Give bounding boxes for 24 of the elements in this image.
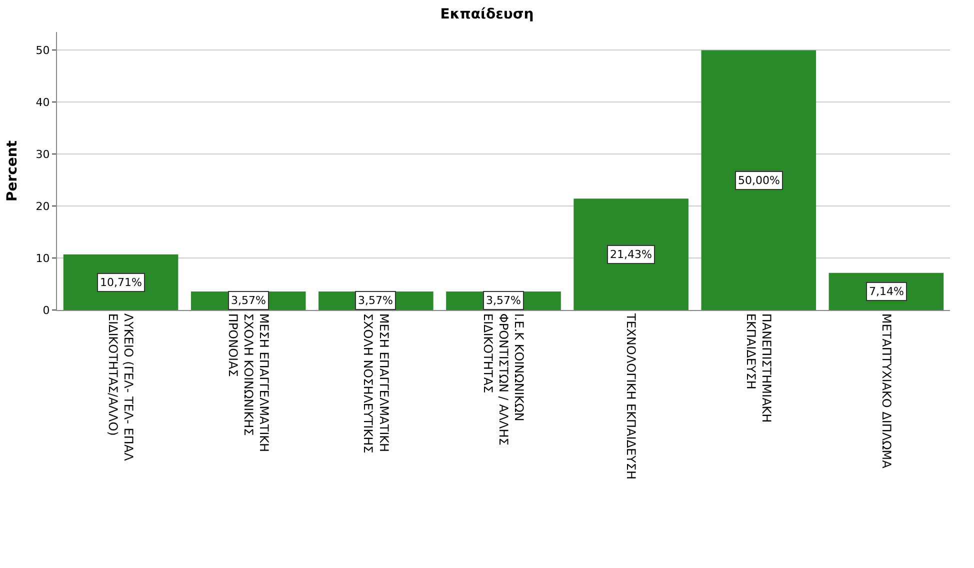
data-label: 3,57% [486,294,521,307]
bar [574,198,688,310]
chart-title: Εκπαίδευση [440,6,534,22]
data-label: 10,71% [100,276,142,289]
y-tick-label: 20 [36,200,50,213]
x-tick-label: ΜΕΣΗ ΕΠΑΓΓΕΛΜΑΤΙΚΗ ΣΧΟΛΗ ΚΟΙΝΩΝΙΚΗΣ ΠΡΟΝΟΙΑΣ [226,313,272,452]
x-tick-label: ΤΕΧΝΟΛΟΓΙΚΗ ΕΚΠΑΙΔΕΥΣΗ [624,312,638,480]
data-label: 50,00% [738,174,780,187]
y-axis-title: Percent [4,140,20,202]
y-tick-label: 30 [36,148,50,161]
x-tick-label: ΜΕΤΑΠΤΥΧΙΑΚΟ ΔΙΠΛΩΜΑ [879,313,894,470]
x-tick-label: ΛΥΚΕΙΟ (ΓΕΛ- ΤΕΛ- ΕΠΑΛ ΕΙΔΙΚΟΤΗΤΑΣ/ΑΛΛΟ) [106,313,136,462]
y-tick-label: 40 [36,96,50,109]
x-tick-label: ΜΕΣΗ ΕΠΑΓΓΕΛΜΑΤΙΚΗ ΣΧΟΛΗ ΝΟΣΗΛΕΥΤΙΚΗΣ [361,313,391,454]
data-label: 3,57% [231,294,266,307]
y-tick-label: 10 [36,252,50,265]
bar [701,50,816,310]
x-tick-label: Ι.Ε.Κ ΚΟΙΝΩΝΙΚΩΝ ΦΡΟΝΤΙΣΤΩΝ / ΑΛΛΗΣ ΕΙΔΙΚΟΤΗΤΑΣ [481,313,526,446]
data-label: 3,57% [358,294,393,307]
data-label: 7,14% [869,285,904,298]
y-tick-label: 50 [36,44,50,58]
data-label: 21,43% [610,248,652,261]
x-tick-label: ΠΑΝΕΠΙΣΤΗΜΙΑΚΗ ΕΚΠΑΙΔΕΥΣΗ [744,313,774,423]
y-tick-label: 0 [42,304,50,317]
